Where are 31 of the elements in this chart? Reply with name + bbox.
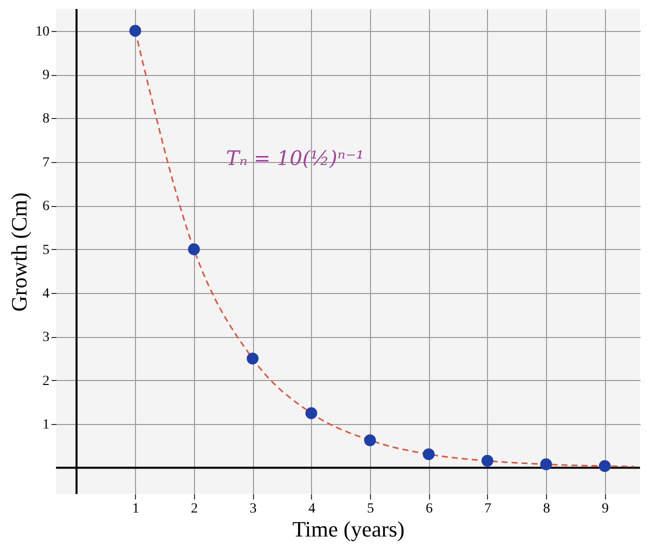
y-tick-label: 8: [42, 112, 50, 127]
x-tick-label: 5: [367, 502, 374, 516]
y-axis-title: Growth (Cm): [6, 192, 32, 312]
y-tick-label: 5: [42, 242, 50, 258]
point: [540, 458, 552, 470]
x-tick-label: 2: [190, 502, 198, 516]
y-tick-label: 9: [42, 68, 50, 84]
y-tick-label: 2: [42, 374, 50, 389]
x-axis-title: Time (years): [292, 516, 405, 542]
y-tick-label: 7: [42, 155, 50, 170]
point: [481, 454, 494, 467]
point: [188, 243, 200, 256]
y-tick-label: 10: [36, 24, 50, 40]
x-tick-label: 1: [132, 502, 140, 516]
x-tick-label: 3: [250, 502, 257, 516]
y-tick-label: 3: [42, 330, 50, 346]
point: [422, 448, 435, 460]
y-tick-label: 1: [42, 418, 50, 433]
x-tick-label: 9: [602, 502, 609, 516]
point: [129, 24, 142, 37]
annotation: Tₙ = 10(½)ⁿ⁻¹: [226, 146, 364, 170]
y-tick-label: 6: [42, 199, 50, 214]
point: [305, 407, 318, 420]
point: [598, 460, 611, 472]
x-tick-label: 8: [543, 502, 550, 516]
y-tick-label: 4: [42, 286, 50, 302]
x-tick-label: 6: [426, 502, 433, 516]
x-tick-label: 7: [484, 502, 492, 516]
x-tick-label: 4: [308, 502, 316, 516]
point: [364, 434, 376, 446]
point: [246, 352, 259, 364]
